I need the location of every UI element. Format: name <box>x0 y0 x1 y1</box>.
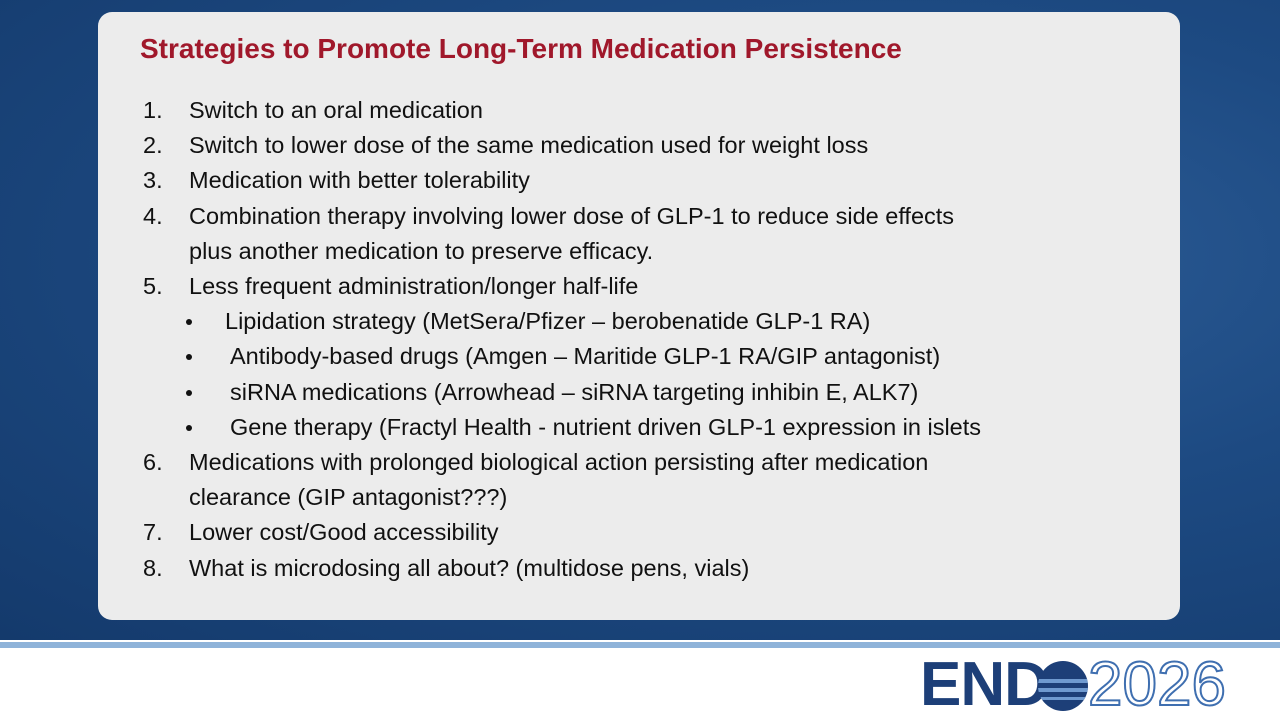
item-number: 5. <box>143 273 163 299</box>
item-number: 1. <box>143 97 163 123</box>
item-number: 4. <box>143 202 163 229</box>
bullet <box>186 424 192 431</box>
item-text: Medications with prolonged biological ac… <box>189 449 929 475</box>
logo-globe <box>1038 661 1088 711</box>
slide-title: Strategies to Promote Long-Term Medicati… <box>140 33 902 64</box>
subitem-text: siRNA medications (Arrowhead – siRNA tar… <box>230 378 919 405</box>
logo-word: END <box>920 650 1049 719</box>
item-text: Switch to an oral medication <box>189 97 483 123</box>
subitem-text: Lipidation strategy (MetSera/Pfizer – be… <box>225 308 871 335</box>
item-number: 8. <box>143 554 163 581</box>
subitem-text: Gene therapy (Fractyl Health - nutrient … <box>230 413 982 440</box>
item-text: Medication with better tolerability <box>189 167 530 194</box>
item-text: clearance (GIP antagonist???) <box>189 484 508 511</box>
bullet <box>186 389 192 396</box>
bullet <box>186 319 192 326</box>
item-text: Lower cost/Good accessibility <box>189 519 499 546</box>
logo-year: 2026 <box>1087 649 1227 720</box>
item-text: Less frequent administration/longer half… <box>189 273 639 299</box>
bullet <box>186 354 192 361</box>
item-text: What is microdosing all about? (multidos… <box>189 554 750 581</box>
item-text: Switch to lower dose of the same medicat… <box>189 132 869 159</box>
item-number: 2. <box>143 132 163 159</box>
subitem-text: Antibody-based drugs (Amgen – Maritide G… <box>230 343 941 370</box>
item-number: 7. <box>143 519 163 546</box>
content-card <box>98 12 1180 620</box>
item-number: 6. <box>143 449 163 475</box>
divider-stripe <box>0 642 1280 648</box>
item-text: Combination therapy involving lower dose… <box>189 202 955 229</box>
item-text: plus another medication to preserve effi… <box>189 237 654 264</box>
item-number: 3. <box>143 167 163 194</box>
